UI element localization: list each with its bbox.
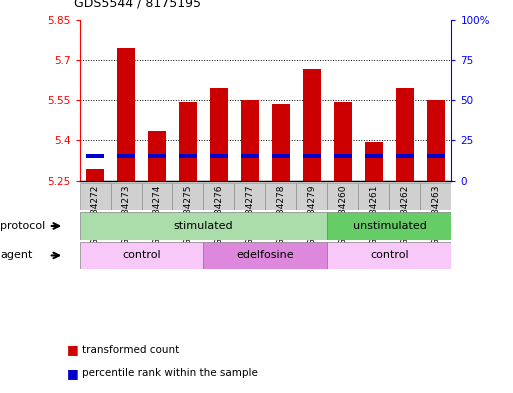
Bar [110,183,142,210]
Text: GSM1084260: GSM1084260 [339,185,347,246]
Bar [265,183,297,210]
Bar [86,154,104,158]
Bar [272,104,290,181]
Text: agent: agent [0,250,32,261]
Bar [148,154,166,158]
Bar [179,101,198,181]
Bar [333,101,352,181]
Text: GSM1084276: GSM1084276 [214,185,224,246]
Bar [427,100,445,181]
Bar [365,154,383,158]
Bar [204,242,327,269]
Bar [365,142,383,181]
Text: control: control [122,250,161,261]
Text: GSM1084278: GSM1084278 [277,185,285,246]
Bar [421,183,451,210]
Bar [327,242,451,269]
Bar [234,183,265,210]
Bar [359,183,389,210]
Text: edelfosine: edelfosine [236,250,294,261]
Bar [427,154,445,158]
Bar [142,183,172,210]
Text: transformed count: transformed count [82,345,180,355]
Bar [80,183,110,210]
Text: GSM1084272: GSM1084272 [90,185,100,245]
Bar [327,183,359,210]
Bar [204,183,234,210]
Bar [303,69,321,181]
Bar [210,154,228,158]
Bar [172,183,204,210]
Text: GSM1084273: GSM1084273 [122,185,130,246]
Text: ■: ■ [67,367,78,380]
Bar [396,88,415,181]
Text: ■: ■ [67,343,78,356]
Text: GSM1084275: GSM1084275 [184,185,192,246]
Text: percentile rank within the sample: percentile rank within the sample [82,368,258,378]
Bar [148,131,166,181]
Bar [303,154,321,158]
Bar [272,154,290,158]
Bar [116,154,135,158]
Bar [327,212,451,240]
Bar [179,154,198,158]
Bar [80,242,204,269]
Bar [333,154,352,158]
Bar [86,169,104,181]
Text: unstimulated: unstimulated [352,221,426,231]
Bar [80,212,327,240]
Bar [116,48,135,181]
Text: protocol: protocol [0,221,45,231]
Bar [297,183,327,210]
Bar [396,154,415,158]
Text: GSM1084262: GSM1084262 [401,185,409,245]
Text: GSM1084263: GSM1084263 [431,185,441,246]
Text: GSM1084279: GSM1084279 [307,185,317,246]
Text: stimulated: stimulated [174,221,233,231]
Text: GSM1084277: GSM1084277 [246,185,254,246]
Bar [241,154,259,158]
Text: control: control [370,250,409,261]
Bar [210,88,228,181]
Text: GSM1084261: GSM1084261 [369,185,379,246]
Bar [389,183,421,210]
Text: GDS5544 / 8175195: GDS5544 / 8175195 [74,0,202,10]
Bar [241,100,259,181]
Text: GSM1084274: GSM1084274 [152,185,162,245]
